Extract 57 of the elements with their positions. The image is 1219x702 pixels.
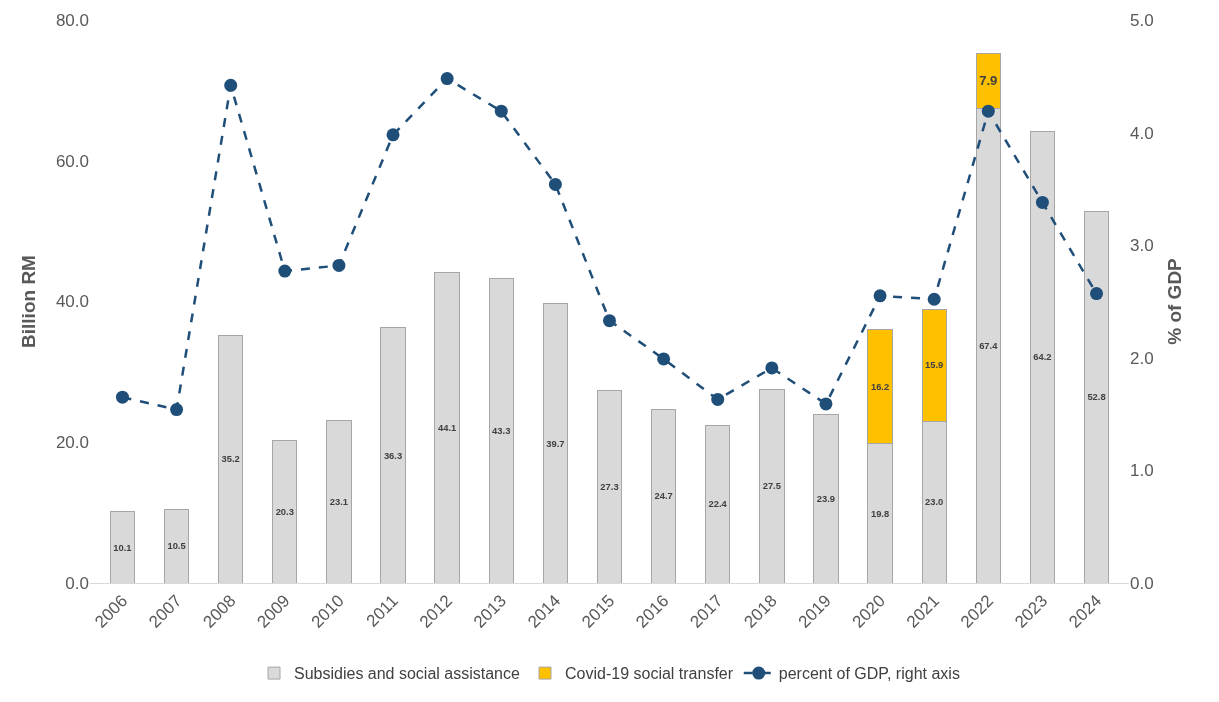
data-label: 27.5 [762,480,781,492]
point [1035,195,1049,209]
data-label: 43.3 [492,424,511,436]
data-label: 36.3 [383,449,403,461]
point [657,352,671,366]
point [278,264,292,278]
data-label: 10.1 [113,541,132,553]
legend-label: percent of GDP, right axis [778,665,960,683]
y-tick-label: 80.0 [55,10,89,30]
point [873,289,887,303]
data-label: 23.9 [816,493,836,505]
point [927,292,941,306]
point [386,128,400,142]
data-label: 64.2 [1033,351,1052,363]
point [494,104,508,118]
y-tick-label: 0.0 [65,573,89,593]
y-tick-label: 40.0 [55,292,89,312]
point [170,403,184,417]
point [1090,287,1104,301]
point [440,72,454,86]
point [711,392,725,406]
data-label: 15.9 [925,359,944,371]
y2-axis-title: % of GDP [1164,257,1186,345]
y2-tick-label: 5.0 [1130,10,1154,30]
data-label: 19.8 [870,507,890,519]
point [819,397,833,411]
point [981,104,995,118]
data-label: 22.4 [708,498,728,510]
data-label: 52.8 [1087,391,1106,403]
legend-label: Subsidies and social assistance [294,665,521,683]
y2-tick-label: 3.0 [1130,236,1154,256]
point [603,314,616,328]
y2-tick-label: 2.0 [1130,348,1154,368]
data-label: 23.0 [925,496,944,508]
point [224,78,238,92]
data-label: 20.3 [275,505,294,517]
y-tick-label: 60.0 [55,151,89,171]
data-label: 27.3 [600,481,619,493]
data-label: 39.7 [546,437,565,449]
y2-tick-label: 4.0 [1130,123,1154,143]
point [765,361,779,375]
data-label: 67.4 [979,340,999,352]
point [548,177,562,191]
data-label: 44.1 [438,422,457,434]
data-label: 10.5 [167,540,186,552]
y2-tick-label: 1.0 [1130,461,1154,481]
legend-label: Covid-19 social transfer [565,665,734,683]
y-axis-title: Billion RM [17,255,39,348]
point [115,390,129,404]
data-label: 7.9 [979,73,998,89]
data-label: 23.1 [329,495,349,507]
point [332,258,346,272]
data-label: 24.7 [654,490,673,502]
data-label: 16.2 [870,380,890,392]
y2-tick-label: 0.0 [1130,573,1154,593]
y-tick-label: 20.0 [55,433,89,453]
data-label: 35.2 [221,453,240,465]
